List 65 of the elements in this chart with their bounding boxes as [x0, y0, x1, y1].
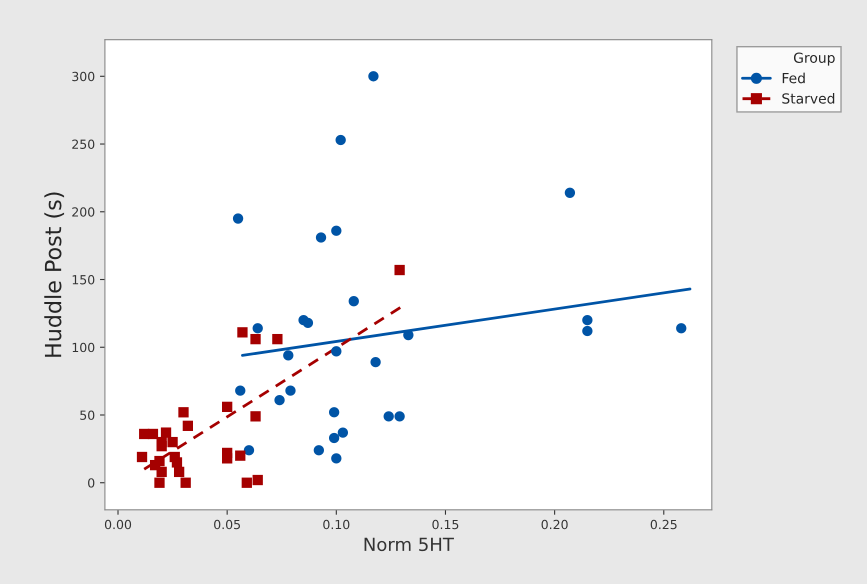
point: [336, 134, 346, 146]
x-tick-label: 0.10: [323, 520, 350, 530]
y-tick-label: 0: [88, 478, 94, 488]
point: [564, 188, 576, 198]
point: [148, 428, 158, 440]
point: [283, 350, 294, 361]
point: [368, 71, 379, 82]
point: [328, 432, 340, 444]
point: [244, 445, 254, 456]
y-tick-label: 150: [72, 274, 94, 284]
legend-title: Group: [794, 52, 835, 66]
legend-label: Fed: [782, 72, 805, 84]
point: [182, 420, 194, 431]
point: [331, 346, 342, 356]
y-tick-label: 300: [72, 72, 94, 82]
point: [252, 323, 263, 334]
point: [582, 326, 593, 336]
y-tick-label: 50: [80, 410, 94, 420]
point: [338, 427, 348, 438]
x-tick-label: 0.20: [542, 520, 568, 530]
point: [156, 441, 167, 452]
point: [136, 452, 148, 462]
point: [156, 466, 167, 478]
point: [394, 264, 405, 276]
x-tick-label: 0.25: [650, 520, 677, 530]
point: [676, 323, 686, 334]
point: [394, 411, 405, 422]
point: [178, 407, 189, 418]
point: [314, 445, 324, 456]
legend-label: Starved: [782, 92, 834, 104]
point: [331, 226, 342, 236]
point: [232, 213, 244, 224]
y-tick-label: 100: [72, 342, 94, 352]
point: [242, 478, 252, 488]
point: [250, 411, 261, 422]
point: [235, 450, 246, 461]
point: [154, 478, 165, 488]
point: [235, 385, 246, 396]
point: [285, 385, 296, 396]
point: [348, 296, 359, 306]
point: [316, 232, 326, 243]
point: [160, 427, 172, 438]
point: [180, 478, 191, 488]
y-tick-label: 250: [72, 140, 94, 149]
point: [222, 402, 232, 412]
y-tick-label: 200: [72, 207, 94, 217]
point: [582, 315, 593, 326]
point: [167, 436, 178, 448]
point: [237, 327, 248, 338]
point: [384, 411, 394, 422]
x-tick-label: 0.15: [432, 520, 458, 530]
point: [274, 394, 285, 406]
x-axis-title: Norm 5HT: [364, 538, 454, 552]
point: [174, 466, 184, 478]
x-tick-label: 0.05: [214, 520, 240, 530]
point: [328, 407, 340, 418]
point: [331, 453, 342, 464]
point: [370, 357, 381, 368]
point: [252, 474, 263, 486]
point: [302, 318, 314, 328]
point: [272, 334, 283, 344]
y-axis-title: Huddle Post (s): [44, 192, 64, 357]
x-tick-label: 0.00: [104, 520, 132, 530]
point: [222, 453, 232, 464]
point: [250, 334, 261, 344]
